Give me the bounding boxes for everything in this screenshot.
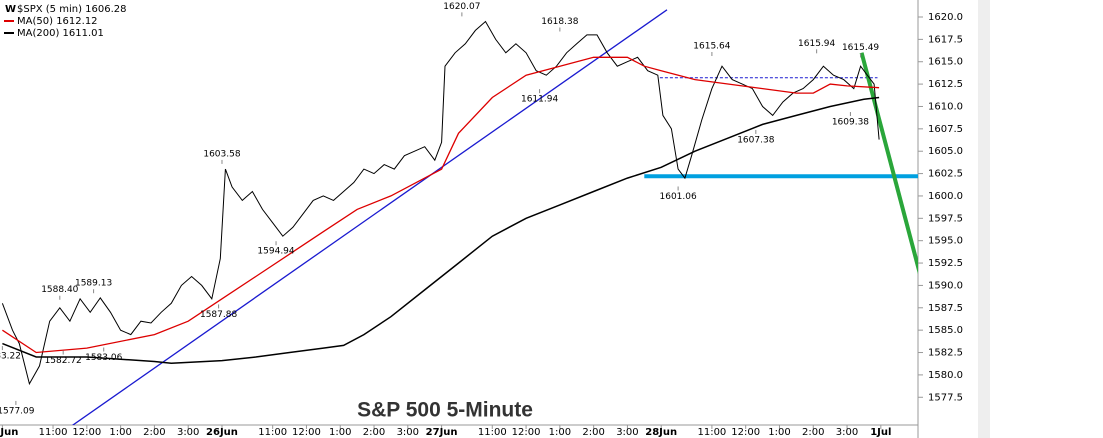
x-tick-label: 11:00	[258, 427, 287, 438]
plot-area	[0, 0, 918, 425]
legend-label: MA(200) 1611.01	[17, 28, 104, 39]
y-tick-label: 1590.0	[928, 280, 963, 291]
annotation-label: 1603.58	[203, 149, 240, 159]
y-tick-label: 1597.5	[928, 213, 963, 224]
y-tick-label: 1600.0	[928, 191, 963, 202]
x-tick-label: 12:00	[292, 427, 321, 438]
y-tick-label: 1585.0	[928, 325, 963, 336]
x-tick-label: 2:00	[582, 427, 604, 438]
legend-last: 1606.28	[85, 4, 126, 15]
y-tick-label: 1615.0	[928, 57, 963, 68]
trend-line	[71, 9, 668, 425]
legend-name: $SPX (5 min)	[17, 4, 82, 15]
x-tick-label: 1:00	[768, 427, 790, 438]
annotation-label: 1583.06	[85, 353, 122, 363]
x-tick-label: 11:00	[697, 427, 726, 438]
x-tick-label: 25Jun	[0, 427, 18, 438]
legend-name: MA(200)	[17, 28, 59, 39]
annotation-label: 1577.09	[0, 406, 35, 416]
legend-last: 1612.12	[56, 16, 97, 27]
x-tick-label: 1Jul	[870, 427, 891, 438]
annotation-label: 1582.72	[45, 356, 82, 366]
legend-last: 1611.01	[63, 28, 104, 39]
trend-line	[859, 52, 918, 275]
x-tick-label: 27Jun	[426, 427, 458, 438]
annotation-label: 1607.38	[737, 135, 774, 145]
annotation-label: 1620.07	[443, 2, 480, 12]
x-tick-label: 11:00	[478, 427, 507, 438]
x-tick-label: 11:00	[39, 427, 68, 438]
x-tick-label: 3:00	[836, 427, 858, 438]
annotation-label: 1618.38	[541, 17, 578, 27]
x-tick-label: 1:00	[549, 427, 571, 438]
legend-name: MA(50)	[17, 16, 53, 27]
y-tick-label: 1602.5	[928, 169, 963, 180]
y-tick-label: 1620.0	[928, 12, 963, 23]
x-tick-label: 2:00	[802, 427, 824, 438]
y-tick-label: 1617.5	[928, 34, 963, 45]
annotation-label: 1615.64	[693, 42, 730, 52]
annotation-label: 1589.13	[75, 279, 112, 289]
y-tick-label: 1587.5	[928, 303, 963, 314]
y-tick-label: 1582.5	[928, 348, 963, 359]
series-line	[1, 20, 880, 386]
annotation-label: 1611.94	[521, 95, 558, 105]
x-tick-label: 3:00	[616, 427, 638, 438]
series-line	[2, 56, 880, 354]
x-tick-label: 26Jun	[206, 427, 238, 438]
annotation-label: 1609.38	[832, 118, 869, 128]
x-tick-label: 3:00	[397, 427, 419, 438]
x-tick-label: 12:00	[72, 427, 101, 438]
y-tick-label: 1577.5	[928, 392, 963, 403]
y-tick-label: 1592.5	[928, 258, 963, 269]
annotation-label: 1588.40	[41, 285, 78, 295]
legend-label: MA(50) 1612.12	[17, 16, 98, 27]
scrollbar	[978, 0, 990, 438]
y-tick-label: 1595.0	[928, 236, 963, 247]
annotation-label: 1601.06	[660, 192, 697, 202]
y-tick-label: 1612.5	[928, 79, 963, 90]
legend-icon: W	[5, 4, 16, 15]
x-tick-label: 2:00	[363, 427, 385, 438]
y-tick-label: 1580.0	[928, 370, 963, 381]
x-tick-label: 3:00	[177, 427, 199, 438]
annotation-label: 1615.94	[798, 39, 835, 49]
x-tick-label: 2:00	[143, 427, 165, 438]
legend-label: $SPX (5 min) 1606.28	[17, 4, 127, 15]
y-tick-label: 1607.5	[928, 124, 963, 135]
chart-title: S&P 500 5-Minute	[357, 399, 533, 422]
x-tick-label: 28Jun	[645, 427, 677, 438]
annotation-label: 1587.88	[200, 310, 237, 320]
x-tick-label: 1:00	[109, 427, 131, 438]
x-tick-label: 12:00	[512, 427, 541, 438]
annotation-label: 1594.94	[257, 247, 294, 257]
annotation-label: 1583.22	[0, 352, 21, 362]
plot: 1620.07 1618.38 1611.94 1615.64 1615.94 1615.…	[0, 2, 918, 425]
annotation-label: 1615.49	[842, 43, 879, 53]
x-tick-label: 1:00	[329, 427, 351, 438]
y-tick-label: 1605.0	[928, 146, 963, 157]
y-tick-label: 1610.0	[928, 101, 963, 112]
series-line	[2, 96, 880, 365]
x-tick-label: 12:00	[731, 427, 760, 438]
